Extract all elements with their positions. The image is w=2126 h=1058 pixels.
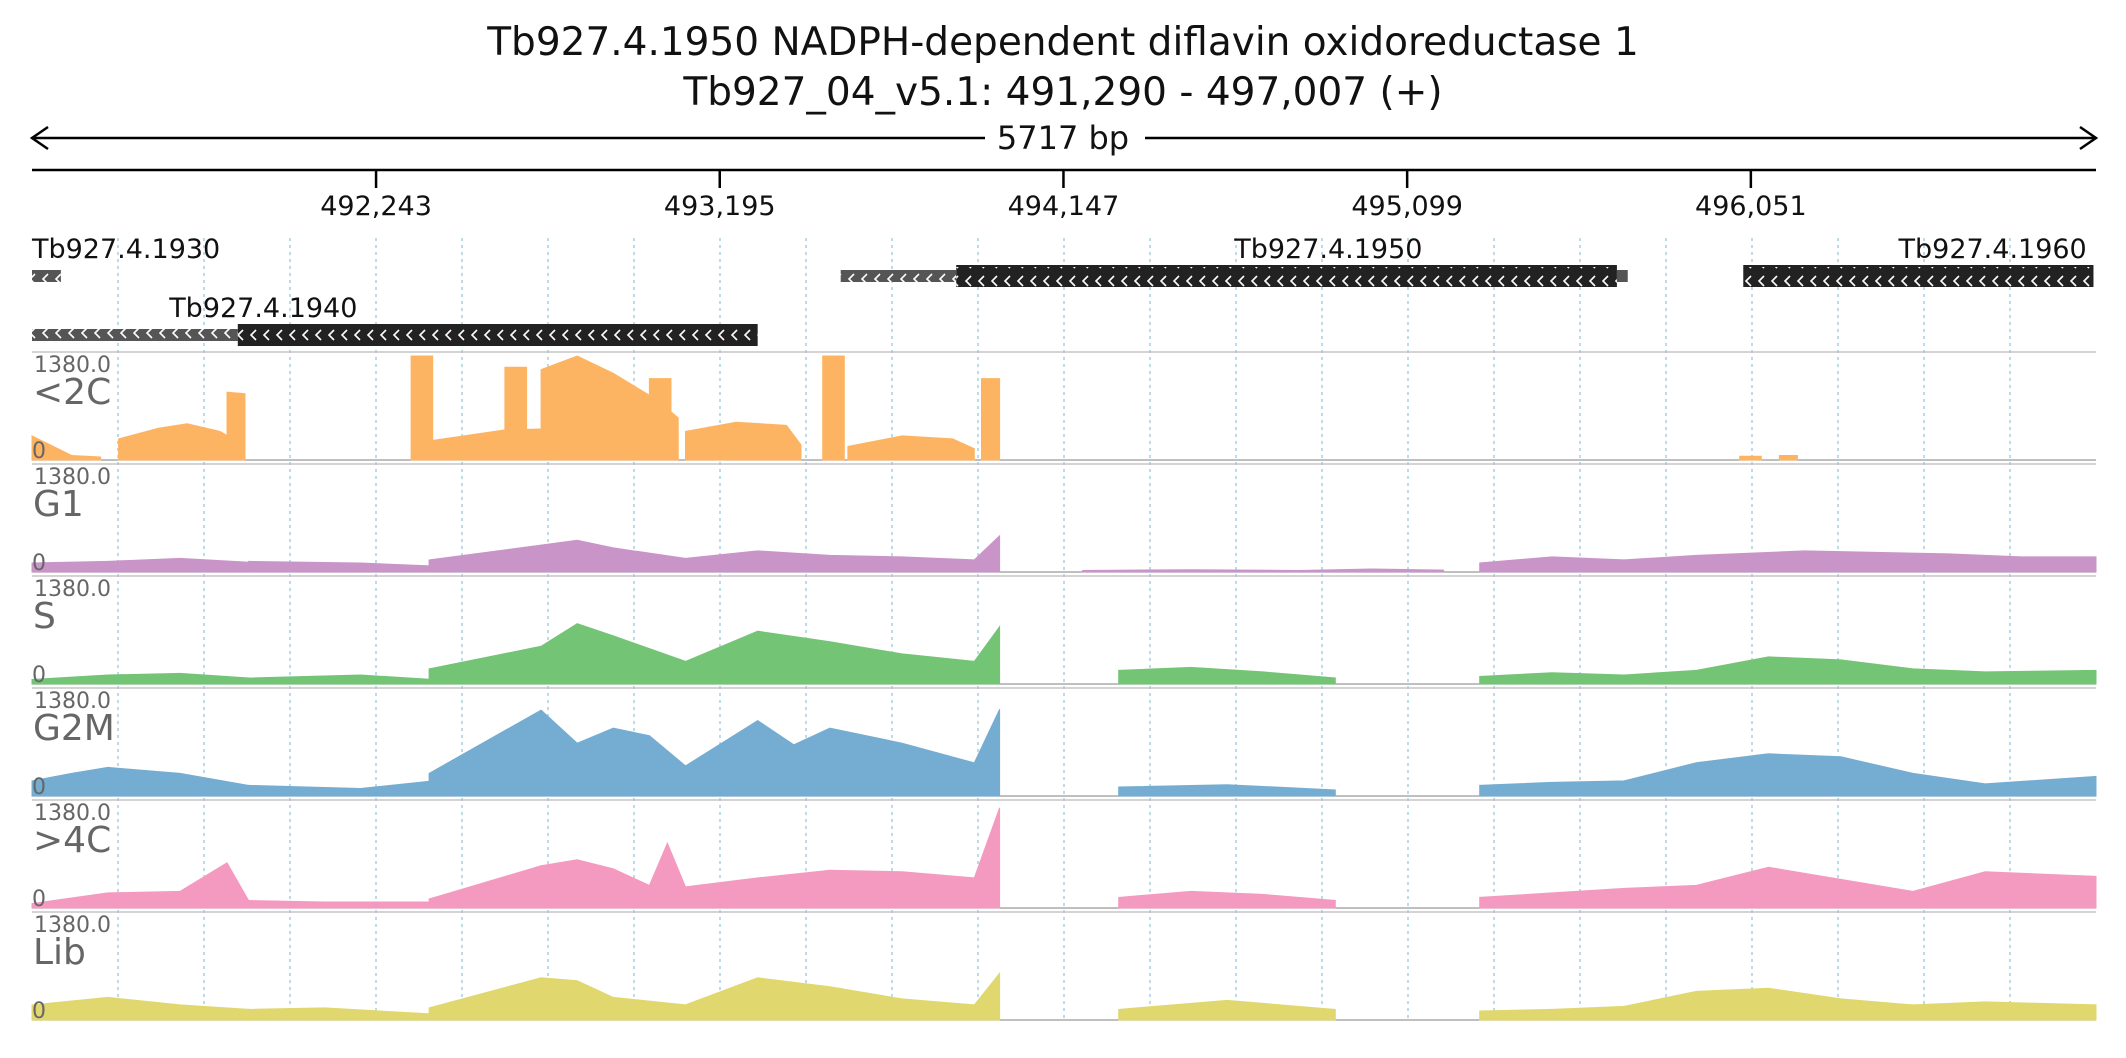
coverage-area xyxy=(31,862,250,909)
coverage-area xyxy=(428,709,1001,797)
track-name: G2M xyxy=(33,708,115,749)
coverage-area xyxy=(685,421,802,461)
coverage-area xyxy=(540,355,679,461)
coverage-area xyxy=(1118,784,1336,797)
ruler-ticks: 492,243 493,195 494,147 495,099 496,051 xyxy=(320,170,1807,222)
coverage-area xyxy=(248,1007,434,1021)
coverage-area xyxy=(31,766,250,797)
track-name: >4C xyxy=(33,820,111,861)
coverage-area xyxy=(1479,550,2097,573)
track-ymin-label: 0 xyxy=(32,775,46,800)
gene-label: Tb927.4.1960 xyxy=(1898,234,2087,265)
coverage-area xyxy=(1118,890,1336,909)
coverage-area xyxy=(428,971,1001,1021)
coverage-area xyxy=(1118,666,1336,685)
coverage-track: 1380.0<2C 0 xyxy=(31,351,2096,464)
coverage-area xyxy=(428,623,1001,685)
gene-track: Tb927.4.1930 Tb927.4.1940 Tb927.4.1950 Tb92… xyxy=(31,234,2094,348)
track-ymax-label: 1380.0 xyxy=(34,577,111,602)
coverage-area xyxy=(1479,866,2097,909)
gene-label: Tb927.4.1940 xyxy=(168,293,357,324)
coverage-area xyxy=(1479,656,2097,685)
coverage-area xyxy=(1778,455,1798,461)
span-label: 5717 bp xyxy=(997,119,1129,157)
coverage-area xyxy=(428,807,1001,909)
gene-label: Tb927.4.1950 xyxy=(1233,234,1422,265)
track-ymin-label: 0 xyxy=(32,663,46,688)
gene-strand-arrows xyxy=(956,267,1617,289)
ruler-tick-label: 493,195 xyxy=(664,191,776,222)
coverage-area xyxy=(118,423,242,461)
coverage-area xyxy=(31,996,250,1021)
gene-strand-arrows xyxy=(237,326,758,348)
coverage-area xyxy=(847,435,975,461)
coverage-area xyxy=(504,366,528,461)
coverage-track: 1380.0>4C 0 xyxy=(31,799,2097,912)
coverage-area xyxy=(981,378,1001,461)
coverage-area xyxy=(248,899,434,909)
gene-strand-arrows xyxy=(840,270,957,282)
track-ymin-label: 0 xyxy=(32,887,46,912)
coverage-area xyxy=(31,557,250,573)
gene-strand-arrows xyxy=(1743,267,2094,289)
gene-model[interactable]: Tb927.4.1930 xyxy=(31,234,220,282)
track-ymin-label: 0 xyxy=(32,551,46,576)
coverage-area xyxy=(1118,999,1336,1021)
gene-strand-arrows xyxy=(32,270,61,282)
region-subtitle: Tb927_04_v5.1: 491,290 - 497,007 (+) xyxy=(683,70,1443,115)
gene-title: Tb927.4.1950 NADPH-dependent diflavin ox… xyxy=(487,20,1639,65)
track-ymax-label: 1380.0 xyxy=(34,689,111,714)
track-name: S xyxy=(33,596,56,637)
coverage-area xyxy=(248,674,434,685)
track-ymin-label: 0 xyxy=(32,439,46,464)
coverage-track: 1380.0S 0 xyxy=(31,575,2097,688)
coverage-area xyxy=(428,534,1001,573)
track-name: G1 xyxy=(33,484,84,525)
track-ymax-label: 1380.0 xyxy=(34,801,111,826)
coverage-area xyxy=(1082,568,1445,573)
coverage-area xyxy=(31,672,250,685)
coverage-track: 1380.0G1 0 xyxy=(31,463,2097,576)
span-arrow xyxy=(29,125,2099,151)
ruler-tick-label: 494,147 xyxy=(1008,191,1120,222)
coverage-area xyxy=(1479,987,2097,1021)
gene-model[interactable]: Tb927.4.1950 xyxy=(840,234,1628,289)
gene-utr xyxy=(1616,270,1628,282)
gene-model[interactable]: Tb927.4.1940 xyxy=(32,293,758,348)
track-ymax-label: 1380.0 xyxy=(34,913,111,938)
track-ymax-label: 1380.0 xyxy=(34,353,111,378)
gene-strand-arrows xyxy=(32,329,238,341)
coverage-area xyxy=(248,560,434,573)
coverage-area xyxy=(410,355,434,461)
ruler-tick-label: 492,243 xyxy=(320,191,432,222)
coverage-area xyxy=(248,780,434,797)
track-name: Lib xyxy=(33,932,86,973)
gene-model[interactable]: Tb927.4.1960 xyxy=(1743,234,2094,289)
track-name: <2C xyxy=(33,372,111,413)
track-ymax-label: 1380.0 xyxy=(34,465,111,490)
coverage-area xyxy=(822,355,845,461)
track-ymin-label: 0 xyxy=(32,999,46,1024)
coverage-tracks: 1380.0<2C01380.0G101380.0S01380.0G2M0138… xyxy=(31,351,2097,1024)
coverage-area xyxy=(1739,455,1762,461)
coverage-area xyxy=(226,391,246,461)
coverage-area xyxy=(31,435,102,461)
ruler-tick-label: 495,099 xyxy=(1351,191,1463,222)
ruler-tick-label: 496,051 xyxy=(1695,191,1807,222)
gene-label: Tb927.4.1930 xyxy=(31,234,220,265)
coverage-area xyxy=(1479,753,2097,797)
coverage-area xyxy=(648,378,672,461)
